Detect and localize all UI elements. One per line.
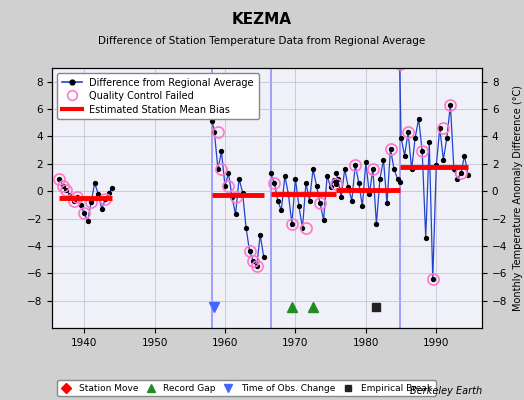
Y-axis label: Monthly Temperature Anomaly Difference (°C): Monthly Temperature Anomaly Difference (… bbox=[512, 85, 523, 311]
Text: KEZMA: KEZMA bbox=[232, 12, 292, 27]
Text: Difference of Station Temperature Data from Regional Average: Difference of Station Temperature Data f… bbox=[99, 36, 425, 46]
Legend: Station Move, Record Gap, Time of Obs. Change, Empirical Break: Station Move, Record Gap, Time of Obs. C… bbox=[57, 380, 435, 396]
Text: Berkeley Earth: Berkeley Earth bbox=[410, 386, 482, 396]
